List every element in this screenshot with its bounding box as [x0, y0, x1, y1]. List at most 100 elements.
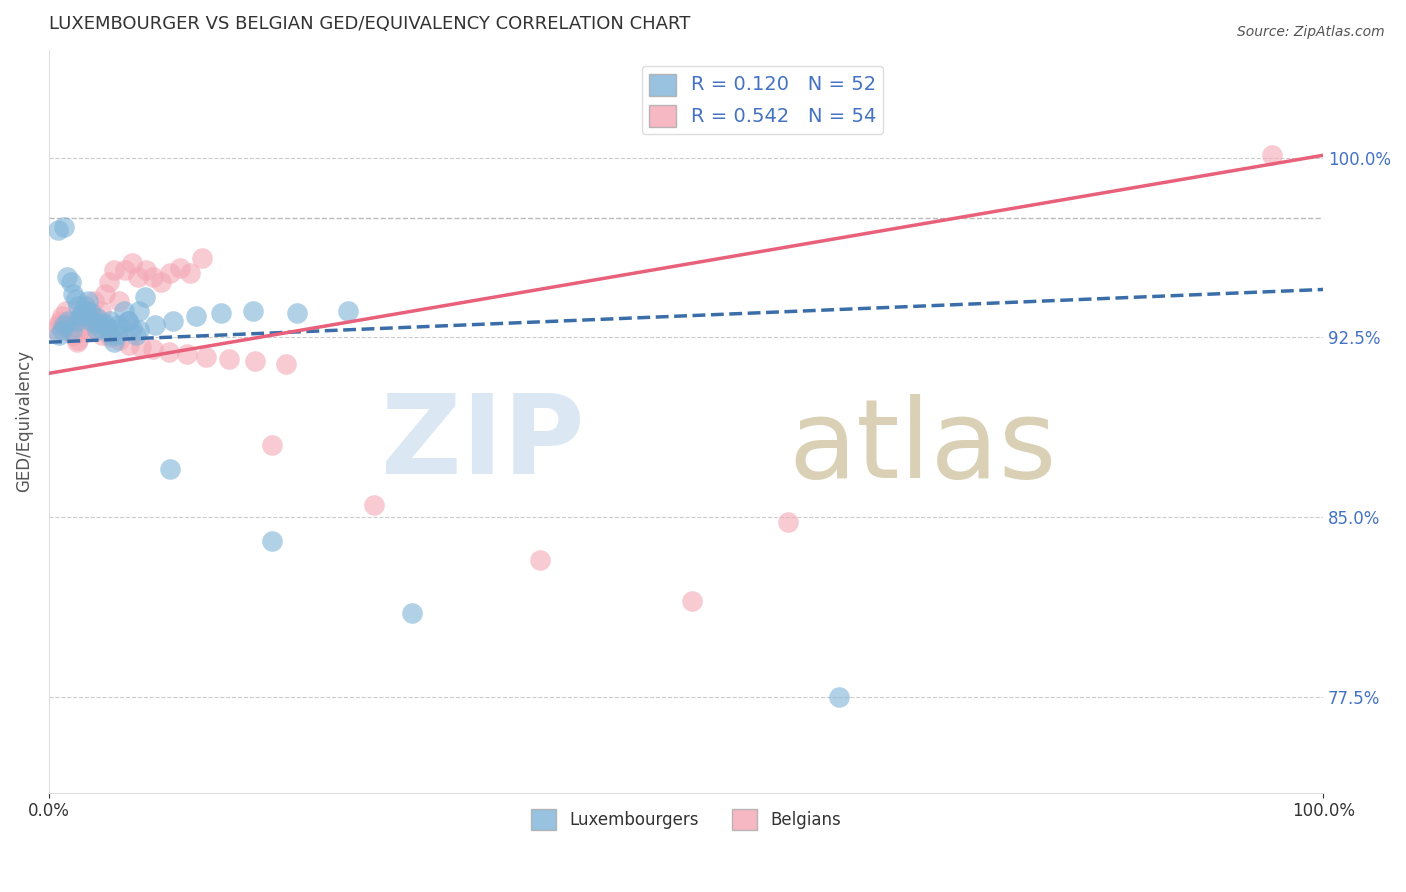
Point — [62, 328, 84, 343]
Point — [94, 287, 117, 301]
Point — [191, 252, 214, 266]
Point — [98, 313, 121, 327]
Point — [529, 553, 551, 567]
Text: Source: ZipAtlas.com: Source: ZipAtlas.com — [1237, 25, 1385, 39]
Point — [169, 260, 191, 275]
Point — [83, 294, 105, 309]
Point — [90, 304, 112, 318]
Point — [67, 333, 90, 347]
Point — [157, 344, 180, 359]
Point — [110, 320, 132, 334]
Point — [121, 320, 143, 334]
Point — [179, 266, 201, 280]
Point — [162, 313, 184, 327]
Point — [53, 220, 76, 235]
Point — [83, 316, 105, 330]
Point — [274, 357, 297, 371]
Text: LUXEMBOURGER VS BELGIAN GED/EQUIVALENCY CORRELATION CHART: LUXEMBOURGER VS BELGIAN GED/EQUIVALENCY … — [49, 15, 690, 33]
Y-axis label: GED/Equivalency: GED/Equivalency — [15, 351, 32, 492]
Point — [49, 313, 72, 327]
Point — [51, 309, 73, 323]
Point — [86, 311, 108, 326]
Point — [80, 313, 103, 327]
Point — [46, 318, 69, 333]
Point — [114, 263, 136, 277]
Point — [91, 328, 114, 343]
Point — [209, 306, 232, 320]
Point — [73, 318, 96, 333]
Point — [363, 498, 385, 512]
Point — [70, 306, 93, 320]
Text: ZIP: ZIP — [381, 390, 583, 497]
Point — [100, 328, 122, 343]
Point — [194, 350, 217, 364]
Point — [1261, 148, 1284, 162]
Point — [58, 318, 80, 333]
Point — [77, 304, 100, 318]
Point — [143, 318, 166, 333]
Point — [121, 256, 143, 270]
Point — [90, 320, 112, 334]
Point — [108, 294, 131, 309]
Point — [681, 594, 703, 608]
Point — [97, 320, 120, 334]
Point — [159, 266, 181, 280]
Point — [128, 323, 150, 337]
Point — [65, 292, 87, 306]
Point — [218, 351, 240, 366]
Point — [176, 347, 198, 361]
Point — [184, 309, 207, 323]
Point — [150, 275, 173, 289]
Point — [103, 263, 125, 277]
Point — [93, 318, 115, 333]
Point — [129, 340, 152, 354]
Point — [73, 299, 96, 313]
Point — [56, 320, 79, 334]
Point — [45, 323, 67, 337]
Point — [142, 270, 165, 285]
Point — [62, 287, 84, 301]
Point — [63, 328, 86, 343]
Point — [97, 275, 120, 289]
Point — [124, 328, 146, 343]
Point — [828, 690, 851, 704]
Legend: Luxembourgers, Belgians: Luxembourgers, Belgians — [524, 803, 848, 837]
Point — [127, 270, 149, 285]
Point — [142, 343, 165, 357]
Point — [98, 330, 121, 344]
Point — [134, 290, 156, 304]
Point — [776, 515, 799, 529]
Point — [80, 306, 103, 320]
Point — [135, 263, 157, 277]
Point — [159, 462, 181, 476]
Point — [46, 222, 69, 236]
Point — [83, 323, 105, 337]
Point — [52, 316, 75, 330]
Point — [103, 335, 125, 350]
Point — [242, 304, 264, 318]
Point — [69, 309, 91, 323]
Point — [48, 328, 70, 343]
Point — [337, 304, 360, 318]
Point — [77, 316, 100, 330]
Point — [105, 328, 128, 343]
Point — [59, 323, 82, 337]
Point — [112, 304, 135, 318]
Point — [117, 313, 139, 327]
Point — [66, 313, 89, 327]
Point — [60, 323, 83, 337]
Point — [72, 323, 94, 337]
Point — [56, 270, 79, 285]
Point — [55, 304, 77, 318]
Point — [75, 304, 97, 318]
Point — [128, 304, 150, 318]
Point — [245, 354, 267, 368]
Point — [67, 299, 90, 313]
Point — [51, 323, 73, 337]
Point — [53, 318, 76, 333]
Point — [56, 313, 79, 327]
Point — [86, 323, 108, 337]
Point — [59, 275, 82, 289]
Point — [108, 333, 131, 347]
Point — [118, 337, 141, 351]
